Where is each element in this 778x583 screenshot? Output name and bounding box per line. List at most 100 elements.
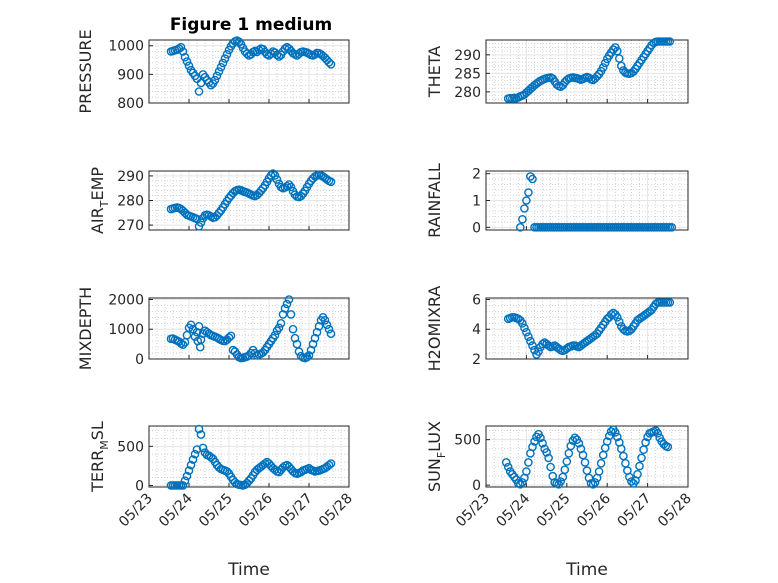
data-point <box>635 461 644 471</box>
data-point <box>536 433 545 443</box>
y-tick-label: 0 <box>472 220 481 236</box>
data-point <box>520 204 529 213</box>
data-point <box>566 441 576 451</box>
data-point <box>615 317 624 327</box>
y-tick-label: 0 <box>135 352 144 368</box>
data-point <box>198 443 208 453</box>
data-point <box>588 479 598 489</box>
data-point <box>292 339 302 349</box>
data-point <box>184 466 194 475</box>
data-point <box>226 331 236 341</box>
data-point <box>625 472 634 482</box>
y-tick-label: 290 <box>454 48 481 64</box>
y-axis-label: THETA <box>425 46 444 98</box>
data-point <box>596 458 606 468</box>
data-point <box>280 304 290 313</box>
y-label-tail: LUX <box>425 421 444 452</box>
y-label-main: MIXDEPTH <box>76 287 95 370</box>
y-tick-label: 500 <box>454 433 481 449</box>
subplot-3: 270 280 290 AIRTEMP <box>88 167 350 234</box>
data-point <box>522 467 531 476</box>
data-point <box>192 445 202 454</box>
data-point <box>326 459 336 468</box>
data-point <box>282 181 292 191</box>
y-tick-label: 0 <box>135 478 144 494</box>
data-point <box>258 348 268 357</box>
data-point <box>637 453 646 463</box>
data-point <box>617 61 626 71</box>
data-point <box>530 437 539 446</box>
y-axis-label: H2OMIXRA <box>425 286 444 372</box>
data-point <box>188 455 198 464</box>
data-point <box>520 323 529 333</box>
y-axis-label: RAINFALL <box>425 163 444 238</box>
y-label-main: TERR <box>88 450 107 493</box>
y-tick-label: 800 <box>117 96 144 112</box>
data-point <box>186 320 196 330</box>
data-point <box>242 49 252 59</box>
data-point <box>272 175 282 184</box>
data-point <box>518 214 527 224</box>
y-label-main: SUN <box>425 458 444 492</box>
data-point <box>186 460 196 470</box>
y-tick-label: 900 <box>117 67 144 83</box>
y-label-main: AIR <box>88 207 107 234</box>
y-label-main: RAINFALL <box>425 163 444 238</box>
data-point <box>308 339 318 349</box>
data-point <box>326 60 336 69</box>
data-point <box>196 430 206 439</box>
data-point <box>600 58 610 68</box>
y-label-subscript: F <box>435 452 448 458</box>
x-axis-label: Time <box>227 560 270 580</box>
y-tick-label: 1000 <box>108 39 144 55</box>
data-point <box>528 442 537 452</box>
data-point <box>554 344 564 353</box>
data-point <box>320 315 330 325</box>
y-tick-label: 285 <box>454 66 481 82</box>
data-point <box>584 73 594 83</box>
data-point <box>284 180 294 189</box>
y-tick-label: 280 <box>454 85 481 101</box>
data-point <box>276 318 286 328</box>
data-point <box>244 476 254 486</box>
y-axis-label: AIRTEMP <box>88 167 111 234</box>
y-label-main: THETA <box>425 46 444 98</box>
data-point <box>194 424 204 434</box>
data-point <box>180 52 190 62</box>
data-point <box>542 448 551 457</box>
y-label-subscript: T <box>98 200 111 208</box>
data-point <box>194 87 204 96</box>
data-point <box>218 58 228 68</box>
data-point <box>590 478 600 487</box>
data-point <box>184 61 194 71</box>
subplot-5: 0 1000 2000 MIXDEPTH <box>76 287 350 370</box>
data-point <box>222 50 232 59</box>
axes-box <box>485 425 689 488</box>
data-point <box>613 312 622 322</box>
data-point <box>665 298 675 307</box>
data-point <box>556 477 566 486</box>
data-point <box>574 438 584 448</box>
data-point <box>606 427 616 436</box>
data-point <box>310 50 320 59</box>
y-axis-label: SUNFLUX <box>425 421 448 492</box>
data-point <box>266 49 276 59</box>
data-point <box>192 327 202 337</box>
y-tick-label: 1000 <box>108 322 144 338</box>
data-point <box>594 467 604 476</box>
data-point <box>180 476 190 486</box>
y-tick-label: 280 <box>117 194 144 210</box>
data-point <box>526 172 535 181</box>
data-point <box>524 332 533 342</box>
data-point <box>324 460 334 470</box>
data-point <box>296 191 306 201</box>
data-point <box>538 438 547 448</box>
data-point <box>651 299 661 309</box>
data-point <box>570 433 580 443</box>
y-label-main: PRESSURE <box>76 29 95 113</box>
data-point <box>194 321 204 331</box>
data-point <box>326 329 336 339</box>
data-point <box>602 437 612 446</box>
data-point <box>560 465 570 475</box>
y-tick-label: 2 <box>472 167 481 183</box>
